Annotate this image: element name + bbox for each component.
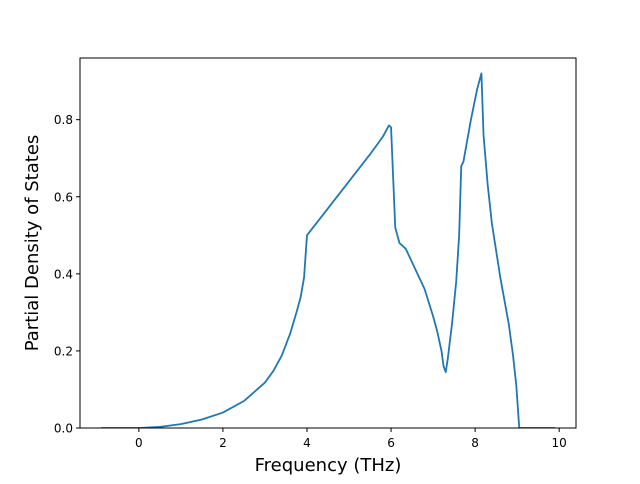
x-tick-label: 6 xyxy=(387,436,395,450)
y-tick-label: 0.6 xyxy=(54,190,73,204)
y-tick-label: 0.2 xyxy=(54,344,73,358)
x-tick-label: 4 xyxy=(303,436,311,450)
y-axis-label: Partial Density of States xyxy=(22,135,43,352)
series-line-0 xyxy=(101,72,555,428)
x-tick-label: 0 xyxy=(135,436,143,450)
x-tick-label: 2 xyxy=(219,436,227,450)
plot-area xyxy=(101,72,555,428)
y-tick-label: 0.4 xyxy=(54,267,73,281)
x-axis-label: Frequency (THz) xyxy=(255,455,402,476)
y-tick-label: 0.0 xyxy=(54,422,73,436)
axes-frame xyxy=(79,57,577,429)
x-tick-label: 8 xyxy=(471,436,479,450)
y-tick-label: 0.8 xyxy=(54,113,73,127)
x-tick-label: 10 xyxy=(552,436,567,450)
axes: 0 2 4 6 8 10 0.0 0.2 0.4 0.6 0.8 xyxy=(54,57,577,450)
